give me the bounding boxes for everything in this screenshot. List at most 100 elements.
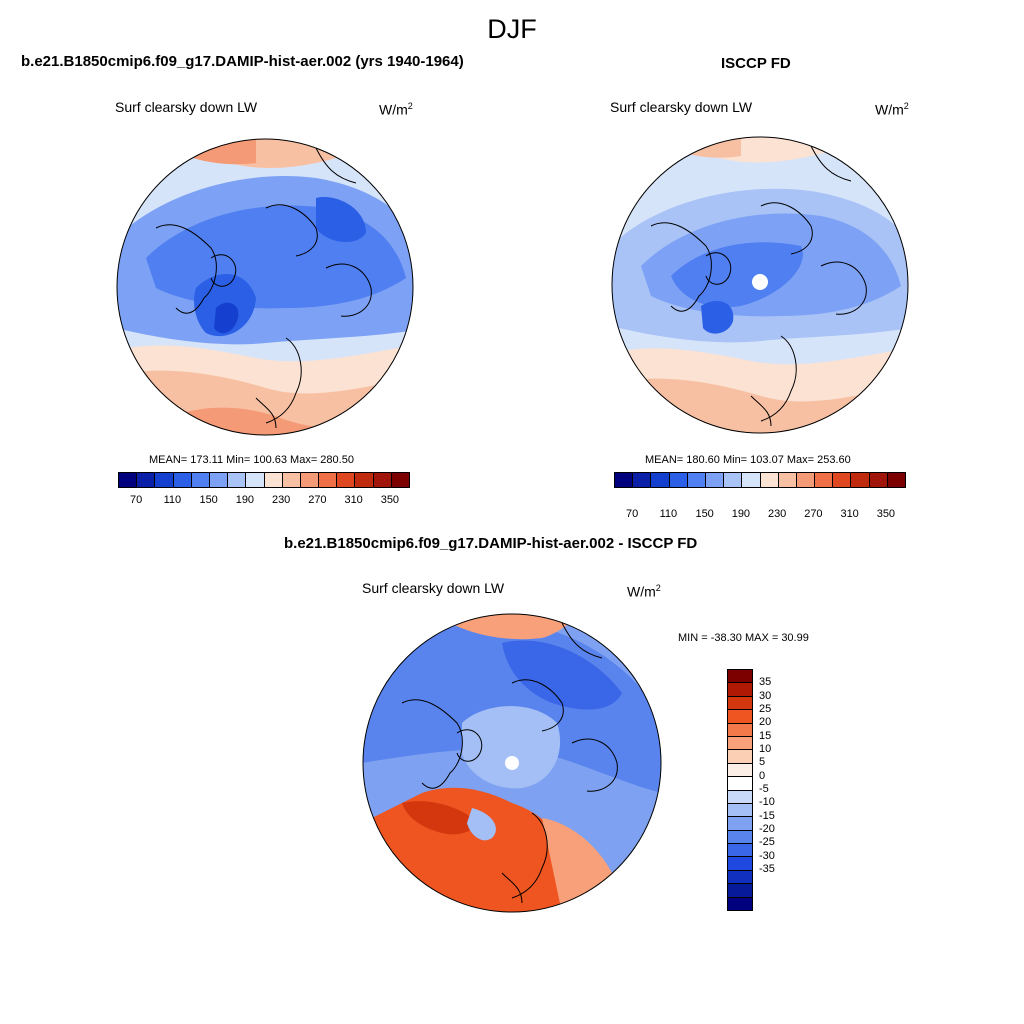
colorbar-swatch bbox=[728, 857, 752, 871]
colorbar-swatch bbox=[728, 897, 752, 911]
colorbar-swatch bbox=[391, 473, 409, 487]
colorbar-swatch bbox=[815, 473, 834, 487]
colorbar-tick-label: 150 bbox=[199, 494, 218, 506]
colorbar-swatch bbox=[355, 473, 374, 487]
colorbar-tick-label: -10 bbox=[759, 796, 775, 809]
colorbar-swatch bbox=[724, 473, 743, 487]
diff-colorbar-ticks: 35 30 25 20 15 10 5 0 -5 -10 -15 -20 -25 -30 -35 bbox=[759, 669, 799, 909]
colorbar-swatch bbox=[119, 473, 138, 487]
model-colorbar-ticks: 70 110 150 190 230 270 310 350 bbox=[118, 494, 408, 508]
colorbar-swatch bbox=[760, 473, 779, 487]
colorbar-tick-label: 310 bbox=[344, 494, 363, 506]
diff-polar-map bbox=[362, 613, 662, 913]
colorbar-tick-label: 25 bbox=[759, 702, 772, 715]
colorbar-swatch bbox=[869, 473, 888, 487]
colorbar-swatch bbox=[728, 870, 752, 885]
colorbar-tick-label: 35 bbox=[759, 676, 772, 689]
obs-colorbar-ticks: 70 110 150 190 230 270 310 350 bbox=[614, 508, 904, 522]
obs-stats: MEAN= 180.60 Min= 103.07 Max= 253.60 bbox=[645, 454, 851, 466]
colorbar-tick-label: 70 bbox=[130, 494, 143, 506]
colorbar-swatch bbox=[705, 473, 725, 487]
colorbar-swatch bbox=[778, 473, 797, 487]
colorbar-swatch bbox=[728, 817, 752, 831]
colorbar-swatch bbox=[173, 473, 192, 487]
model-colorbar bbox=[118, 472, 410, 488]
colorbar-swatch bbox=[728, 696, 752, 711]
colorbar-swatch bbox=[687, 473, 706, 487]
colorbar-swatch bbox=[319, 473, 338, 487]
colorbar-tick-label: 110 bbox=[659, 508, 678, 520]
colorbar-swatch bbox=[728, 803, 752, 818]
colorbar-tick-label: 270 bbox=[308, 494, 327, 506]
colorbar-swatch bbox=[728, 844, 752, 858]
colorbar-swatch bbox=[264, 473, 283, 487]
colorbar-swatch bbox=[728, 736, 752, 751]
figure-title: DJF bbox=[487, 14, 537, 44]
obs-unit-label: W/m2 bbox=[875, 101, 909, 118]
colorbar-swatch bbox=[651, 473, 670, 487]
colorbar-swatch bbox=[728, 777, 752, 791]
diff-colorbar bbox=[727, 669, 753, 911]
diff-unit-label: W/m2 bbox=[627, 583, 661, 600]
colorbar-tick-label: 5 bbox=[759, 756, 766, 769]
obs-variable-label: Surf clearsky down LW bbox=[610, 99, 753, 115]
diff-stats: MIN = -38.30 MAX = 30.99 bbox=[678, 632, 809, 644]
colorbar-swatch bbox=[887, 473, 905, 487]
colorbar-swatch bbox=[337, 473, 356, 487]
colorbar-swatch bbox=[209, 473, 229, 487]
colorbar-tick-label: 190 bbox=[235, 494, 255, 506]
obs-panel-title: ISCCP FD bbox=[721, 55, 791, 72]
colorbar-swatch bbox=[728, 830, 752, 845]
colorbar-tick-label: 350 bbox=[876, 508, 896, 520]
colorbar-tick-label: 30 bbox=[759, 689, 772, 702]
colorbar-swatch bbox=[669, 473, 688, 487]
colorbar-swatch bbox=[373, 473, 392, 487]
colorbar-swatch bbox=[728, 723, 752, 737]
colorbar-tick-label: -30 bbox=[759, 849, 775, 862]
colorbar-tick-label: -5 bbox=[759, 783, 769, 795]
colorbar-tick-label: 150 bbox=[695, 508, 714, 520]
colorbar-swatch bbox=[137, 473, 156, 487]
colorbar-swatch bbox=[742, 473, 761, 487]
colorbar-tick-label: -20 bbox=[759, 822, 775, 835]
colorbar-swatch bbox=[728, 670, 752, 684]
colorbar-tick-label: 20 bbox=[759, 716, 772, 729]
colorbar-tick-label: 15 bbox=[759, 729, 772, 742]
colorbar-swatch bbox=[728, 884, 752, 898]
model-variable-label: Surf clearsky down LW bbox=[115, 99, 258, 115]
colorbar-swatch bbox=[155, 473, 174, 487]
diff-variable-label: Surf clearsky down LW bbox=[362, 580, 505, 596]
model-panel-title: b.e21.B1850cmip6.f09_g17.DAMIP-hist-aer.… bbox=[21, 53, 464, 70]
colorbar-swatch bbox=[246, 473, 265, 487]
colorbar-tick-label: 230 bbox=[767, 508, 787, 520]
colorbar-tick-label: 350 bbox=[380, 494, 400, 506]
model-stats: MEAN= 173.11 Min= 100.63 Max= 280.50 bbox=[149, 454, 354, 466]
colorbar-swatch bbox=[728, 750, 752, 764]
colorbar-swatch bbox=[282, 473, 301, 487]
colorbar-tick-label: 110 bbox=[163, 494, 182, 506]
colorbar-tick-label: 190 bbox=[731, 508, 751, 520]
colorbar-swatch bbox=[191, 473, 210, 487]
model-unit-label: W/m2 bbox=[379, 101, 413, 118]
colorbar-tick-label: 270 bbox=[804, 508, 823, 520]
colorbar-swatch bbox=[796, 473, 816, 487]
colorbar-tick-label: 310 bbox=[840, 508, 859, 520]
colorbar-swatch bbox=[615, 473, 634, 487]
colorbar-tick-label: 70 bbox=[626, 508, 639, 520]
colorbar-swatch bbox=[300, 473, 320, 487]
colorbar-tick-label: 230 bbox=[271, 494, 291, 506]
diff-panel-title: b.e21.B1850cmip6.f09_g17.DAMIP-hist-aer.… bbox=[284, 535, 698, 552]
colorbar-tick-label: 10 bbox=[759, 742, 772, 755]
model-polar-map bbox=[116, 138, 414, 436]
colorbar-swatch bbox=[228, 473, 247, 487]
obs-colorbar bbox=[614, 472, 906, 488]
colorbar-tick-label: -25 bbox=[759, 836, 775, 849]
colorbar-swatch bbox=[728, 790, 752, 804]
colorbar-tick-label: 0 bbox=[759, 769, 766, 782]
colorbar-swatch bbox=[728, 763, 752, 778]
colorbar-swatch bbox=[728, 710, 752, 724]
colorbar-tick-label: -15 bbox=[759, 809, 775, 822]
colorbar-tick-label: -35 bbox=[759, 863, 775, 875]
colorbar-swatch bbox=[728, 683, 752, 697]
colorbar-swatch bbox=[851, 473, 870, 487]
